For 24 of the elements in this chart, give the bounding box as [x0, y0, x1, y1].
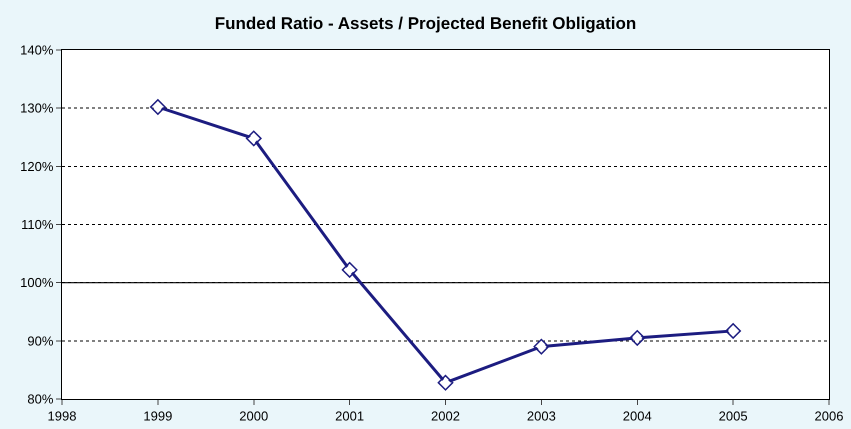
point [725, 323, 742, 339]
x-tick-label: 2001 [335, 408, 364, 424]
y-tick-label: 90% [27, 333, 54, 348]
y-tick-label: 130% [20, 100, 54, 116]
chart-title: Funded Ratio - Assets / Projected Benefit Obligation [214, 14, 636, 34]
point [629, 330, 646, 346]
point [438, 374, 454, 391]
y-tick-label: 100% [20, 275, 54, 290]
x-tick-label: 2000 [239, 408, 268, 424]
point [150, 99, 166, 115]
y-tick-label: 140% [20, 42, 54, 58]
x-tick-label: 2006 [814, 408, 844, 424]
x-tick-label: 2004 [622, 408, 652, 424]
point [342, 262, 358, 278]
y-tick-label: 110% [21, 217, 54, 232]
point [246, 130, 262, 146]
x-tick-label: 2003 [526, 408, 556, 424]
x-tick-label: 1998 [48, 408, 76, 424]
x-tick-label: 2005 [718, 408, 748, 424]
x-tick-label: 1999 [143, 408, 172, 424]
y-tick-label: 120% [20, 158, 54, 174]
y-tick-label: 80% [27, 392, 54, 407]
point [533, 338, 550, 355]
x-tick-label: 2002 [431, 408, 460, 424]
